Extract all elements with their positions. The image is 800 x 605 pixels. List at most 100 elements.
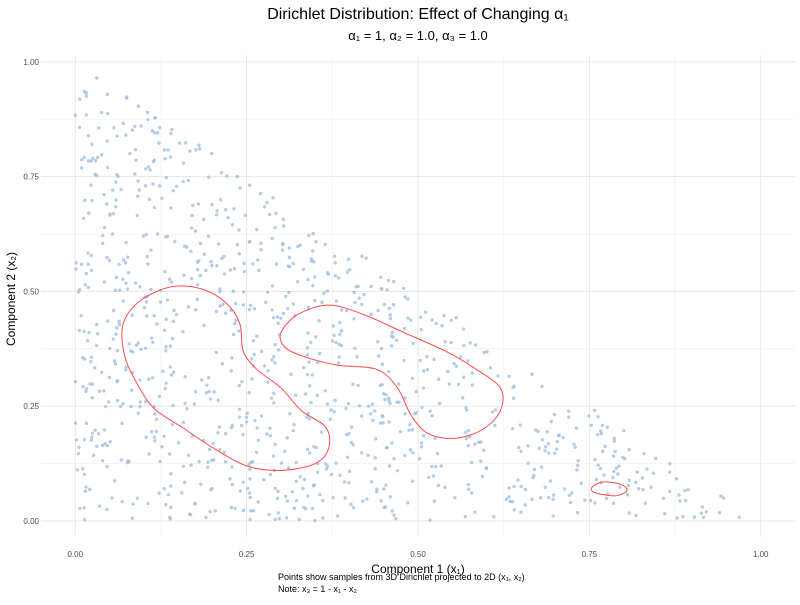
sample-point [370,402,375,406]
sample-point [402,326,407,331]
sample-point [473,343,478,347]
sample-point [504,497,509,501]
sample-point [574,426,579,430]
sample-point [189,276,194,281]
sample-point [154,429,159,433]
sample-point [411,451,415,455]
sample-point [216,431,220,435]
sample-point [82,472,87,477]
sample-point [136,194,140,198]
sample-point [432,499,437,503]
sample-point [158,184,162,188]
sample-point [573,445,577,449]
sample-point [507,374,511,379]
sample-point [286,466,291,470]
sample-point [387,396,391,400]
sample-point [442,313,446,318]
sample-point [276,348,281,352]
sample-point [265,290,270,294]
sample-point [470,383,474,387]
sample-point [432,357,436,361]
sample-point [207,447,212,452]
sample-point [246,486,250,491]
sample-point [579,481,583,485]
sample-point [272,401,276,405]
sample-point [209,151,214,156]
sample-point [635,470,640,474]
sample-point [306,305,311,310]
sample-point [458,355,463,359]
sample-point [165,298,170,302]
sample-point [206,234,211,238]
sample-point [601,449,605,454]
sample-point [171,370,176,374]
sample-point [617,464,621,468]
sample-point [313,298,317,303]
x-tick-label: 0.75 [582,550,598,559]
sample-point [255,227,259,232]
sample-point [519,449,523,453]
sample-point [209,488,213,492]
sample-point [678,499,682,503]
sample-point [468,341,472,345]
sample-point [305,415,309,419]
sample-point [323,242,327,246]
sample-point [118,404,123,409]
x-tick-label: 0.50 [410,550,426,559]
sample-point [138,285,142,289]
sample-point [146,262,150,266]
sample-point [145,110,150,115]
sample-point [411,341,415,345]
sample-point [241,480,245,484]
sample-point [547,495,551,500]
sample-point [87,330,91,335]
sample-point [303,392,308,396]
sample-point [253,418,257,423]
sample-point [230,223,235,227]
sample-point [540,438,545,442]
sample-point [618,485,622,489]
sample-point [479,459,483,463]
sample-point [279,461,284,465]
sample-point [276,511,280,515]
sample-point [88,487,92,492]
sample-point [406,501,410,505]
sample-point [90,395,94,400]
sample-point [384,392,388,397]
sample-point [596,463,600,467]
sample-point [86,285,91,290]
sample-point [382,302,387,307]
sample-point [231,289,235,294]
sample-point [237,415,242,419]
sample-point [247,307,252,312]
sample-point [105,443,109,448]
sample-point [268,434,273,438]
sample-point [185,407,189,411]
sample-point [343,496,347,500]
sample-point [490,410,495,414]
sample-point [641,488,645,492]
sample-point [259,414,264,418]
sample-point [257,268,261,272]
sample-point [307,417,311,421]
sample-point [667,489,672,494]
sample-point [233,301,238,306]
sample-point [269,396,274,400]
sample-point [271,196,275,200]
sample-point [143,184,148,188]
sample-point [113,362,118,366]
sample-point [216,242,221,246]
sample-point [152,435,157,439]
sample-point [144,232,148,237]
sample-point [466,428,471,433]
sample-point [74,267,78,271]
sample-point [273,442,277,447]
sample-point [168,155,173,159]
sample-point [430,464,434,469]
sample-point [164,349,168,353]
sample-point [576,459,580,463]
sample-point [181,420,186,425]
sample-point [352,317,356,321]
sample-point [198,241,203,246]
